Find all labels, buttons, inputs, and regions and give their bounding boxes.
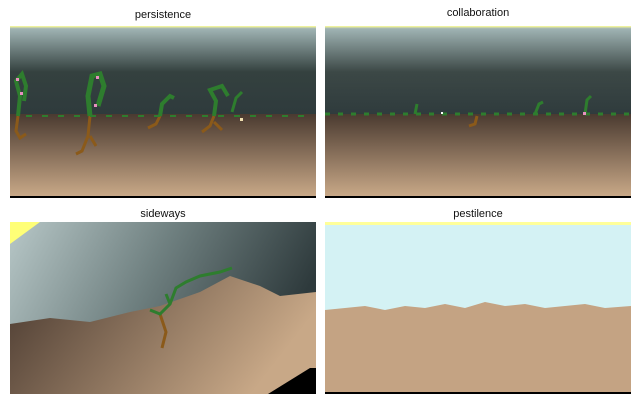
ground-edge: [325, 392, 631, 394]
ground-edge: [268, 368, 316, 394]
scene-pestilence: [325, 222, 631, 394]
scene-sideways: [10, 222, 316, 394]
panel-title-pestilence: pestilence: [453, 208, 503, 220]
sky-top: [325, 222, 631, 225]
ground-edge: [10, 196, 316, 198]
sun-corner: [10, 222, 40, 244]
ground: [325, 114, 631, 196]
panel-collaboration: [325, 26, 631, 198]
plants: [325, 94, 631, 128]
panel-persistence: [10, 26, 316, 198]
ground-edge: [325, 196, 631, 198]
plants: [149, 266, 233, 349]
sky: [325, 26, 631, 118]
scene-persistence: [10, 26, 316, 198]
ground: [325, 302, 631, 392]
ground: [10, 276, 316, 394]
scene-collaboration: [325, 26, 631, 198]
panel-title-collaboration: collaboration: [446, 7, 510, 19]
plants: [13, 70, 310, 156]
panel-sideways: [10, 222, 316, 394]
panel-title-sideways: sideways: [140, 208, 186, 220]
ground: [10, 114, 316, 196]
panel-title-persistence: persistence: [134, 9, 192, 21]
panel-pestilence: [325, 222, 631, 394]
